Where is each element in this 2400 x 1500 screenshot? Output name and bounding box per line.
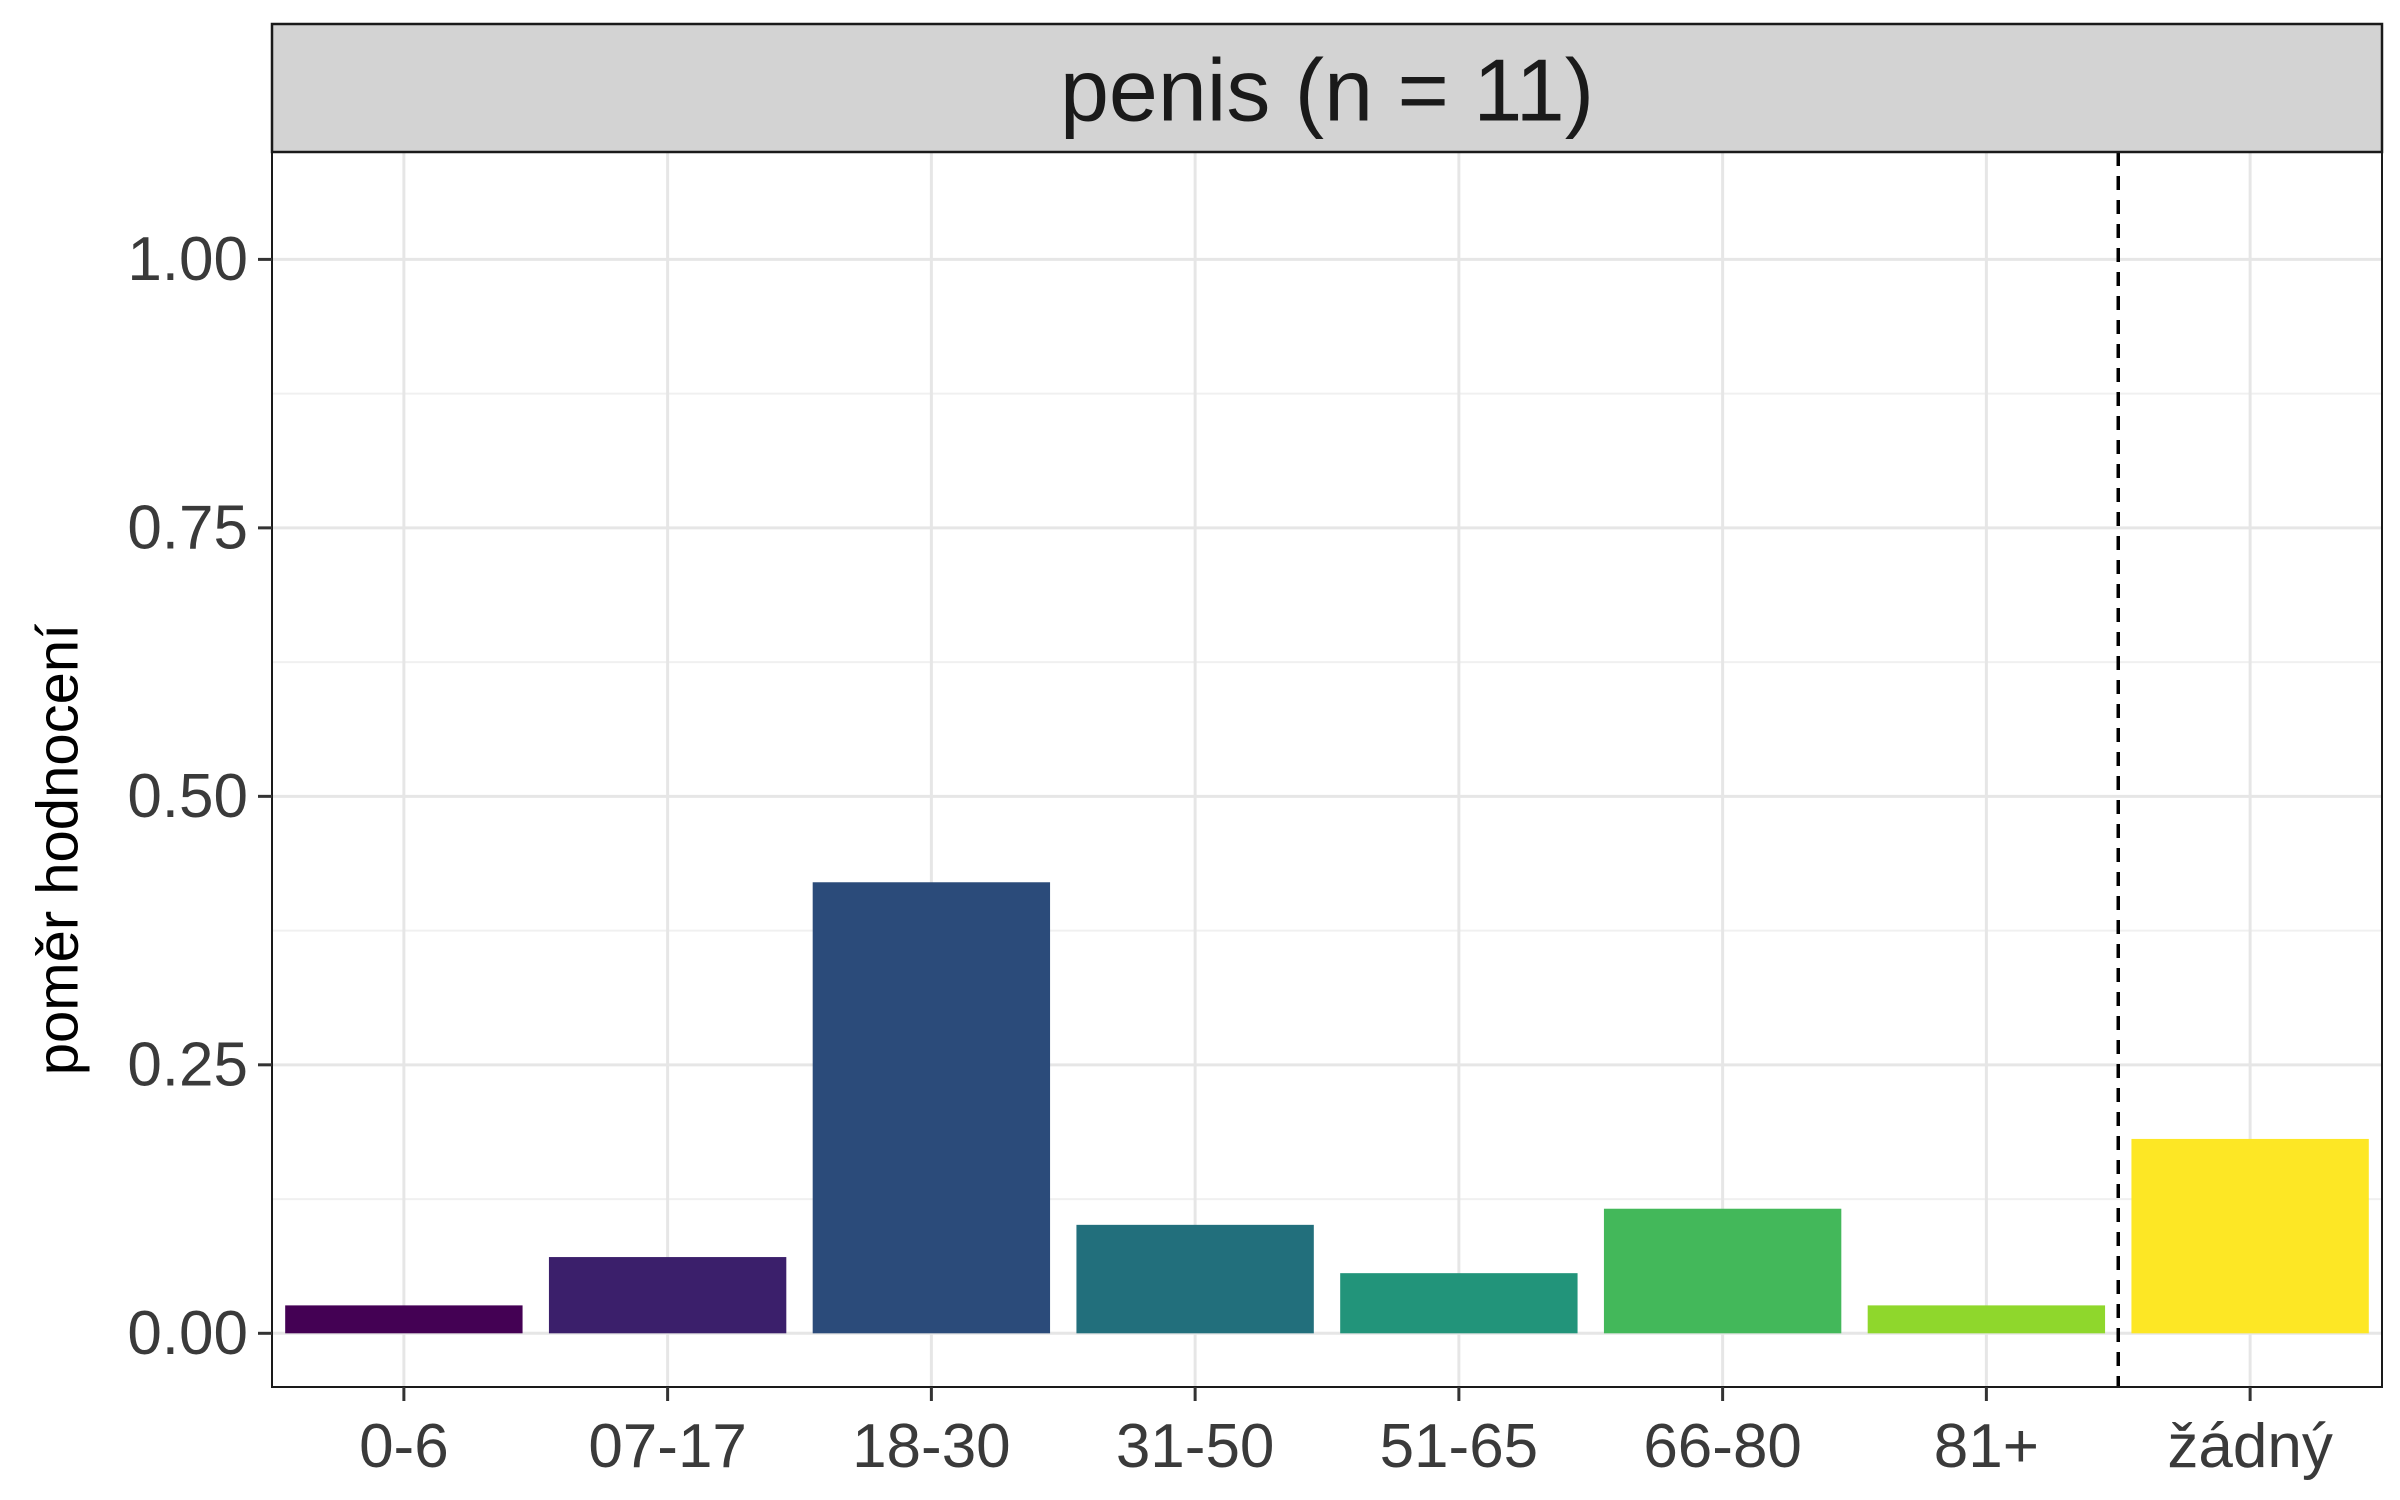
bar-07-17 [548,1257,787,1334]
bars [285,882,2369,1334]
y-tick-label: 0.25 [127,1030,248,1099]
y-tick-label: 0.00 [127,1299,248,1368]
x-tick-label: 18-30 [852,1412,1011,1481]
x-tick-label: 81+ [1934,1412,2039,1481]
grid-major [272,152,2382,1387]
y-axis-title: poměr hodnocení [26,624,91,1075]
grid-minor [272,392,2382,1201]
x-tick-label: žádný [2167,1412,2332,1481]
bar-31-50 [1076,1224,1314,1334]
bar-0-6 [285,1305,523,1334]
bar-81+ [1867,1305,2106,1334]
x-tick-label: 0-6 [359,1412,449,1481]
bar-51-65 [1340,1273,1578,1334]
bar-66-80 [1603,1208,1842,1334]
bar-žádný [2131,1138,2369,1334]
y-tick-label: 1.00 [127,225,248,294]
bar-18-30 [812,882,1051,1334]
x-tick-label: 66-80 [1643,1412,1802,1481]
x-tick-label: 07-17 [588,1412,747,1481]
facet-strip [270,22,2384,154]
x-axis: 0-6 07-17 18-30 31-50 51-65 66-80 81+ žádný [359,1387,2333,1481]
y-axis: 0.00 0.25 0.50 0.75 1.00 [127,225,272,1368]
x-tick-label: 51-65 [1380,1412,1539,1481]
facet-title: penis (n = 11) [1060,41,1594,140]
x-tick-label: 31-50 [1116,1412,1275,1481]
y-tick-label: 0.50 [127,762,248,831]
y-tick-label: 0.75 [127,493,248,562]
